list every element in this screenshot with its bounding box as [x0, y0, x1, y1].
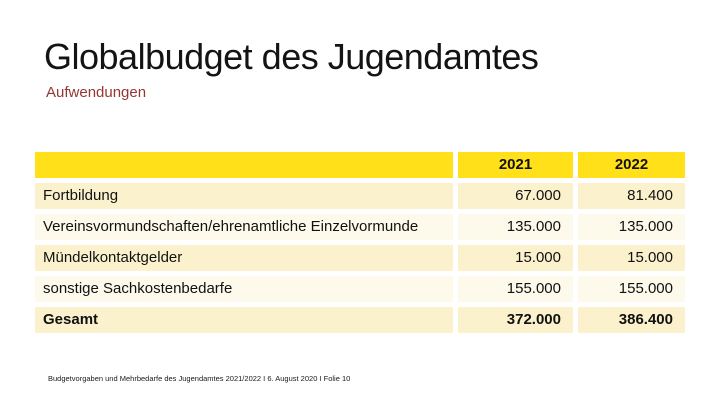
row-value-gesamt-2022: 386.400: [578, 307, 685, 333]
row-value-2022: 155.000: [578, 276, 685, 302]
footer-text: Budgetvorgaben und Mehrbedarfe des Jugen…: [48, 374, 351, 383]
row-value-2021: 15.000: [458, 245, 573, 271]
page-subtitle: Aufwendungen: [46, 84, 147, 101]
row-value-gesamt-2021: 372.000: [458, 307, 573, 333]
budget-table: 2021 2022 Fortbildung 67.000 81.400 Vere…: [35, 152, 685, 333]
header-cell-empty: [35, 152, 453, 178]
row-value-2021: 67.000: [458, 183, 573, 209]
row-label-sonstige-sachkostenbedarfe: sonstige Sachkostenbedarfe: [35, 276, 453, 302]
header-cell-year-2021: 2021: [458, 152, 573, 178]
page-title: Globalbudget des Jugendamtes: [44, 36, 539, 77]
row-label-vereinsvormundschaften: Vereinsvormundschaften/ehrenamtliche Ein…: [35, 214, 453, 240]
row-label-fortbildung: Fortbildung: [35, 183, 453, 209]
row-value-2021: 135.000: [458, 214, 573, 240]
row-value-2022: 15.000: [578, 245, 685, 271]
row-value-2022: 135.000: [578, 214, 685, 240]
row-value-2021: 155.000: [458, 276, 573, 302]
row-value-2022: 81.400: [578, 183, 685, 209]
row-label-gesamt: Gesamt: [35, 307, 453, 333]
row-label-muendelkontaktgelder: Mündelkontaktgelder: [35, 245, 453, 271]
header-cell-year-2022: 2022: [578, 152, 685, 178]
